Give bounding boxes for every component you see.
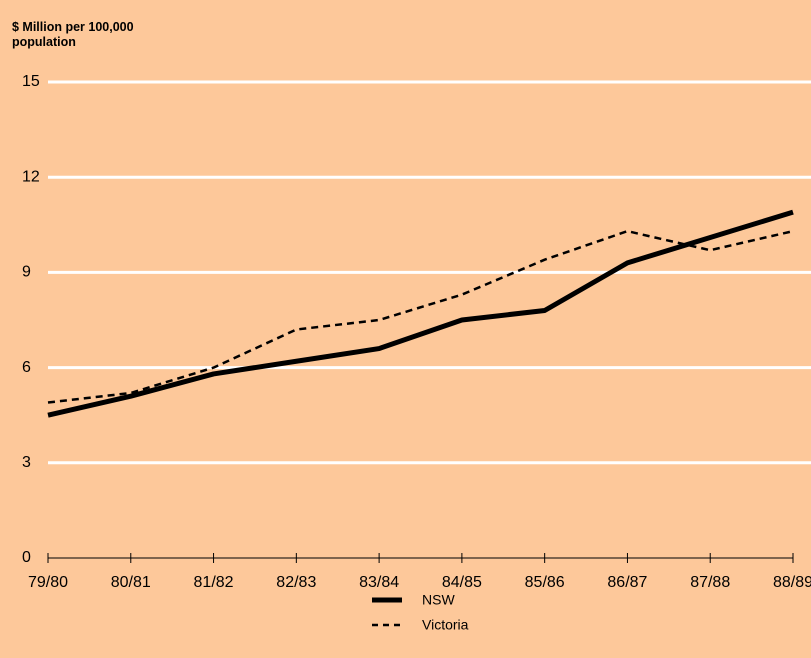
x-tick-label: 84/85 — [442, 574, 482, 591]
series-line — [47, 209, 794, 418]
y-tick-label: 6 — [22, 359, 31, 376]
legend-label: Victoria — [422, 617, 469, 633]
x-tick-label: 79/80 — [28, 574, 68, 591]
x-tick-label: 83/84 — [359, 574, 399, 591]
x-tick-label: 80/81 — [111, 574, 151, 591]
x-tick-label: 88/89 — [773, 574, 811, 591]
y-tick-label: 3 — [22, 454, 31, 471]
x-tick-label: 85/86 — [525, 574, 565, 591]
y-tick-label: 9 — [22, 264, 31, 281]
y-tick-label: 0 — [22, 549, 31, 566]
x-tick-label: 81/82 — [194, 574, 234, 591]
legend-label: NSW — [422, 592, 455, 608]
series-line — [47, 229, 794, 404]
y-tick-label: 15 — [22, 73, 40, 90]
x-tick-label: 86/87 — [607, 574, 647, 591]
x-tick-label: 87/88 — [690, 574, 730, 591]
x-tick-label: 82/83 — [276, 574, 316, 591]
y-tick-label: 12 — [22, 168, 40, 185]
chart-title: $ Million per 100,000 population — [12, 20, 134, 49]
